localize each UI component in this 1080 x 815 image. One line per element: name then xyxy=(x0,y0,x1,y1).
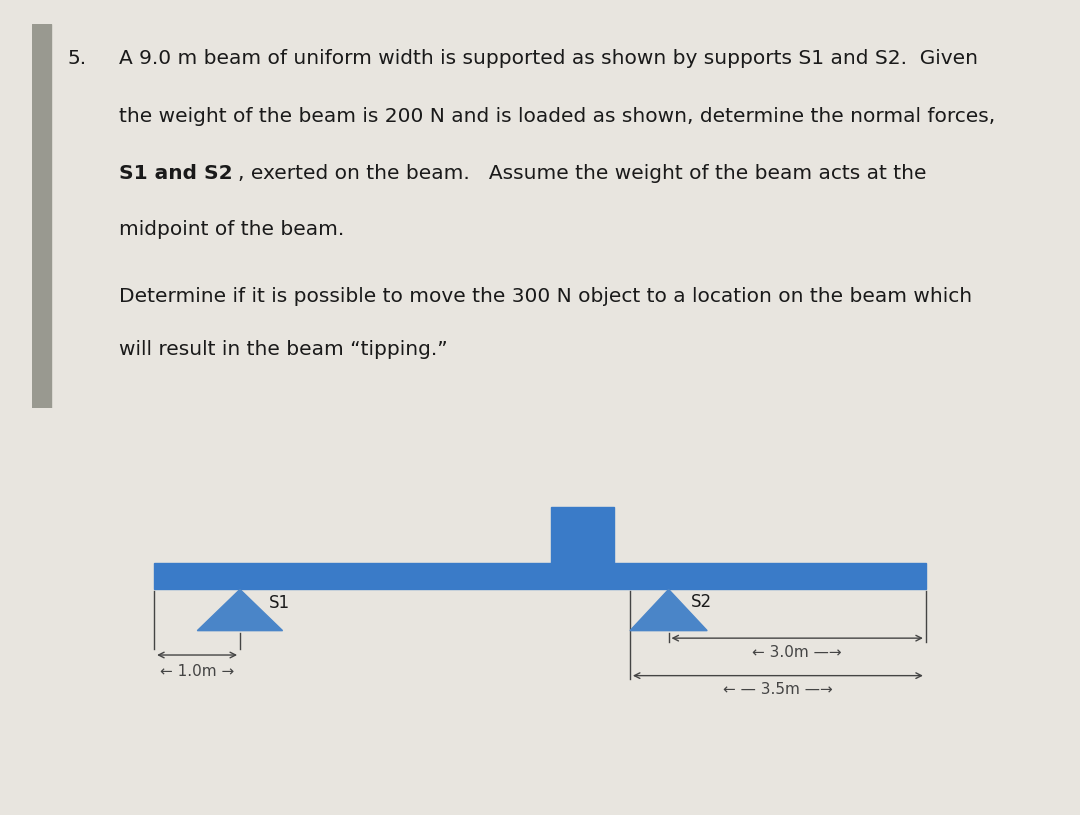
Text: A 9.0 m beam of uniform width is supported as shown by supports S1 and S2.  Give: A 9.0 m beam of uniform width is support… xyxy=(119,50,977,68)
Text: ← 3.0m —→: ← 3.0m —→ xyxy=(753,645,842,660)
Bar xyxy=(571,554,594,565)
Text: , exerted on the beam.   Assume the weight of the beam acts at the: , exerted on the beam. Assume the weight… xyxy=(239,165,927,183)
Text: will result in the beam “tipping.”: will result in the beam “tipping.” xyxy=(119,341,447,359)
Text: 5.: 5. xyxy=(68,50,87,68)
Text: ← 1.0m →: ← 1.0m → xyxy=(160,664,234,680)
Text: Determine if it is possible to move the 300 N object to a location on the beam w: Determine if it is possible to move the … xyxy=(119,287,972,306)
Text: S2: S2 xyxy=(691,593,712,611)
Text: the weight of the beam is 200 N and is loaded as shown, determine the normal for: the weight of the beam is 200 N and is l… xyxy=(119,107,995,126)
Bar xyxy=(32,24,51,407)
Text: ← — 3.5m —→: ← — 3.5m —→ xyxy=(723,682,833,698)
Polygon shape xyxy=(630,589,707,631)
Text: S1 and S2: S1 and S2 xyxy=(119,165,232,183)
Text: midpoint of the beam.: midpoint of the beam. xyxy=(119,220,343,239)
Polygon shape xyxy=(198,589,283,631)
Bar xyxy=(154,563,926,589)
Bar xyxy=(552,507,615,563)
Text: S1: S1 xyxy=(268,594,289,612)
